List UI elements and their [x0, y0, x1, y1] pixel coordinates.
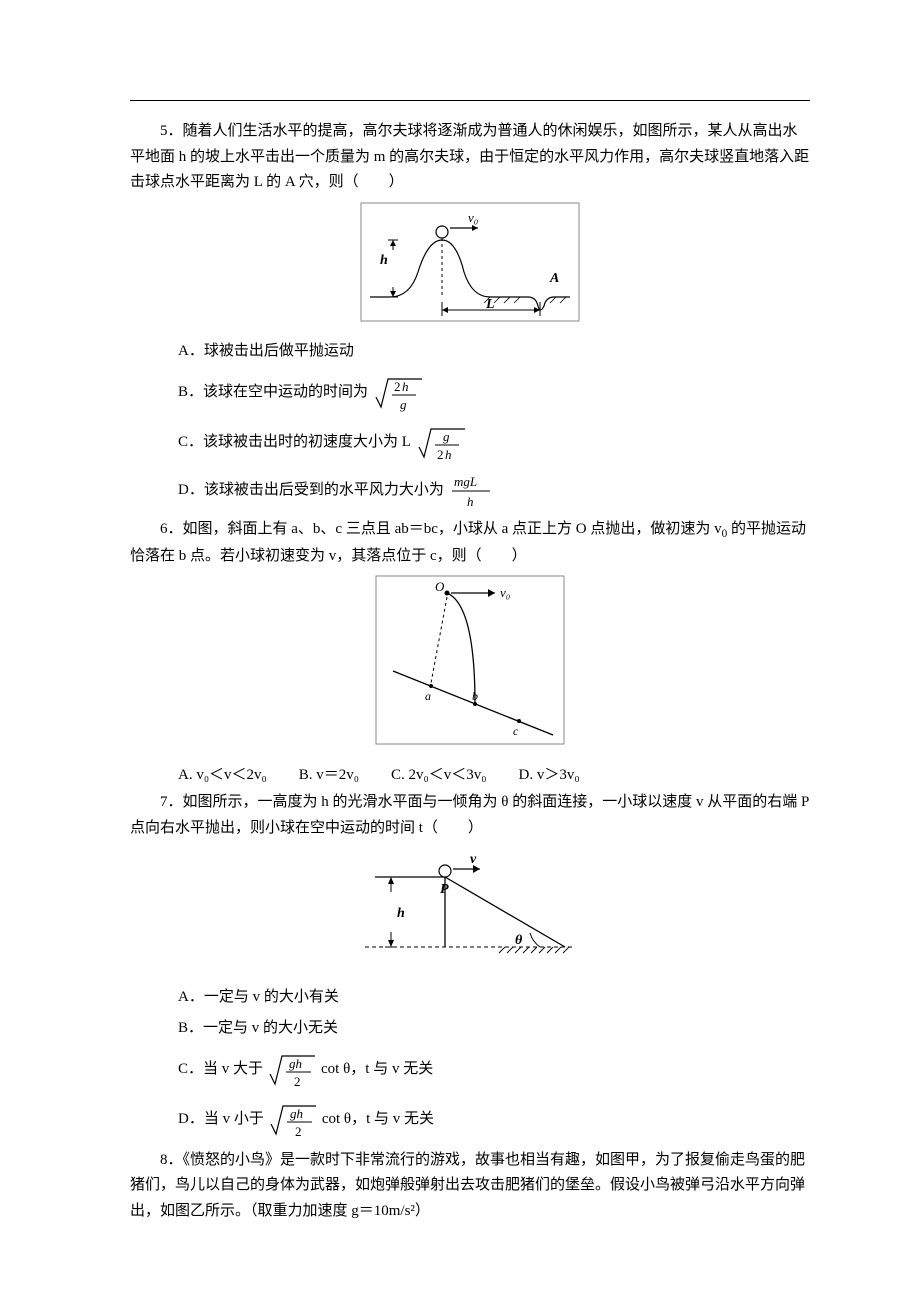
q7-text: 7．如图所示，一高度为 h 的光滑水平面与一倾角为 θ 的斜面连接，一小球以速度… — [130, 790, 810, 841]
q6-text: 6．如图，斜面上有 a、b、c 三点且 ab＝bc，小球从 a 点正上方 O 点… — [130, 517, 810, 570]
q7-figure: P v h θ — [130, 847, 810, 977]
sqrt-2h-over-g-icon: 2h g — [372, 371, 424, 415]
q5-optA: A．球被击出后做平抛运动 — [178, 339, 810, 365]
top-rule — [130, 100, 810, 101]
q6-figure: O v₀ a b c — [130, 575, 810, 755]
svg-text:h: h — [467, 494, 474, 509]
q6-optD: D. v＞3v₀ — [519, 763, 580, 789]
svg-text:L: L — [485, 297, 495, 312]
svg-text:v: v — [470, 852, 477, 867]
q6-optB: B. v＝2v₀ — [299, 763, 359, 789]
svg-text:h: h — [397, 906, 405, 921]
mgL-over-h-icon: mgL h — [448, 471, 494, 511]
svg-text:2: 2 — [295, 1124, 302, 1139]
q8-num: 8． — [160, 1152, 183, 1168]
q5-text: 5．随着人们生活水平的提高，高尔夫球将逐渐成为普通人的休闲娱乐，如图所示，某人从… — [130, 119, 810, 196]
svg-text:gh: gh — [289, 1056, 302, 1071]
q5-optB: B．该球在空中运动的时间为 2h g — [178, 371, 810, 415]
svg-text:2: 2 — [437, 447, 444, 462]
svg-text:v₀: v₀ — [500, 585, 510, 600]
svg-text:P: P — [440, 882, 449, 897]
svg-text:2: 2 — [394, 379, 401, 394]
svg-text:A: A — [549, 271, 559, 286]
sqrt-gh-over-2-icon: gh 2 — [267, 1048, 317, 1092]
svg-text:h: h — [380, 253, 388, 268]
svg-text:h: h — [445, 447, 452, 462]
q6-optA: A. v₀＜v＜2v₀ — [178, 763, 267, 789]
q7-optD: D．当 v 小于 gh 2 cot θ，t 与 v 无关 — [178, 1098, 810, 1142]
q6-options: A. v₀＜v＜2v₀ B. v＝2v₀ C. 2v₀＜v＜3v₀ D. v＞3… — [178, 763, 810, 789]
q7-optB: B．一定与 v 的大小无关 — [178, 1016, 810, 1042]
svg-text:v₀: v₀ — [468, 210, 478, 225]
svg-text:a: a — [425, 689, 431, 703]
svg-text:O: O — [435, 579, 445, 594]
svg-text:g: g — [443, 429, 450, 444]
svg-text:h: h — [402, 379, 409, 394]
q6-num: 6． — [160, 521, 183, 537]
q6-optC: C. 2v₀＜v＜3v₀ — [391, 763, 486, 789]
q7-options: A．一定与 v 的大小有关 B．一定与 v 的大小无关 C．当 v 大于 gh … — [178, 985, 810, 1142]
sqrt-gh-over-2-icon: gh 2 — [268, 1098, 318, 1142]
q5-figure: v₀ h L A — [130, 202, 810, 332]
q8-text: 8．《愤怒的小鸟》是一款时下非常流行的游戏，故事也相当有趣，如图甲，为了报复偷走… — [130, 1148, 810, 1225]
q5-options: A．球被击出后做平抛运动 B．该球在空中运动的时间为 2h g C．该球被击出时… — [178, 339, 810, 511]
svg-text:mgL: mgL — [454, 474, 477, 489]
svg-text:c: c — [513, 724, 519, 738]
sqrt-g-over-2h-icon: g 2h — [415, 421, 467, 465]
svg-text:2: 2 — [294, 1074, 301, 1089]
q5-optD: D．该球被击出后受到的水平风力大小为 mgL h — [178, 471, 810, 511]
q7-num: 7． — [160, 794, 183, 810]
svg-text:g: g — [400, 397, 407, 412]
q5-optC: C．该球被击出时的初速度大小为 L g 2h — [178, 421, 810, 465]
svg-text:θ: θ — [515, 933, 523, 948]
q5-num: 5． — [160, 123, 183, 139]
q7-optA: A．一定与 v 的大小有关 — [178, 985, 810, 1011]
q7-optC: C．当 v 大于 gh 2 cot θ，t 与 v 无关 — [178, 1048, 810, 1092]
svg-text:gh: gh — [290, 1106, 303, 1121]
